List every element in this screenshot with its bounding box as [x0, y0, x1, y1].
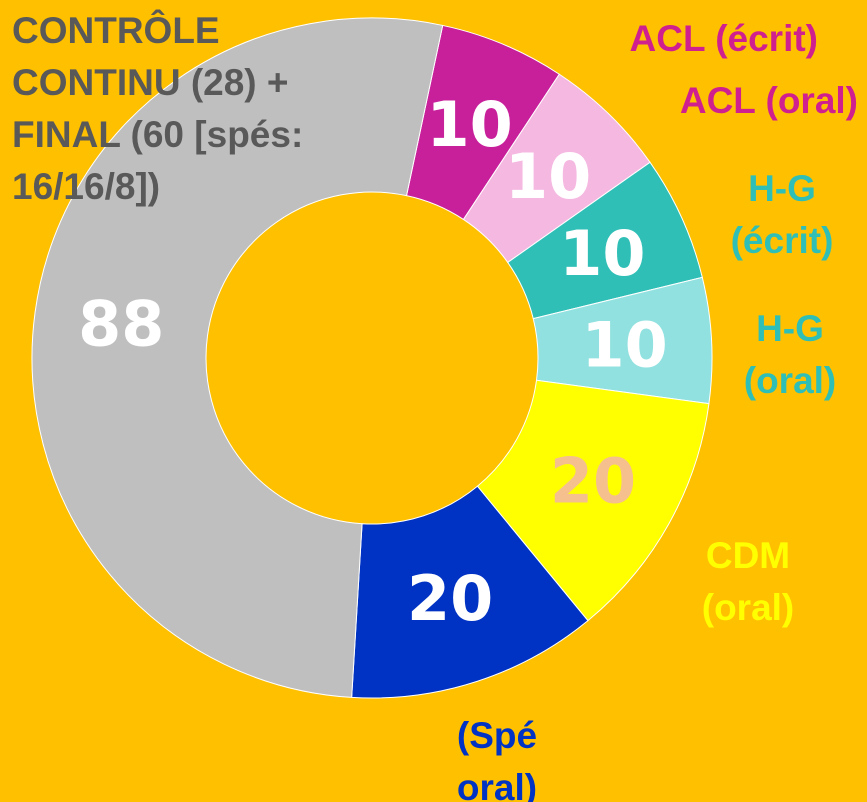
category-label: CDM (oral) [702, 535, 795, 628]
category-label: ACL (oral) [680, 80, 858, 121]
category-label-line: H-G [748, 168, 816, 209]
value-label: 88 [78, 288, 164, 361]
category-label-line: H-G [756, 308, 824, 349]
category-label-line: CDM [706, 535, 790, 576]
category-label-line: ACL (oral) [680, 80, 858, 121]
donut-slice [476, 379, 710, 622]
category-label-line: ACL (écrit) [630, 18, 818, 59]
value-label: 20 [407, 562, 493, 635]
donut-slice [31, 17, 444, 698]
category-label: H-G (oral) [744, 308, 837, 401]
category-label-line: oral) [457, 767, 537, 802]
category-label: ACL (écrit) [630, 18, 818, 59]
category-label-line: 16/16/8]) [12, 166, 160, 207]
category-label-line: (écrit) [731, 220, 834, 261]
category-label: CONTRÔLE CONTINU (28) + FINAL (60 [spés: 16… [12, 9, 303, 207]
value-label: 10 [559, 217, 645, 290]
donut-slice [351, 485, 589, 699]
category-label-line: CONTRÔLE [12, 9, 220, 51]
category-label: (Spé oral) [457, 715, 537, 802]
category-label-line: CONTINU (28) + [12, 62, 289, 103]
category-label-line: (oral) [702, 587, 795, 628]
category-label: H-G (écrit) [731, 168, 834, 261]
value-label: 10 [582, 308, 668, 381]
category-label-line: (Spé [457, 715, 537, 756]
value-label: 10 [505, 140, 591, 213]
value-label: 10 [427, 88, 513, 161]
category-label-line: FINAL (60 [spés: [12, 114, 303, 155]
category-label-line: (oral) [744, 360, 837, 401]
value-label: 20 [550, 445, 636, 518]
